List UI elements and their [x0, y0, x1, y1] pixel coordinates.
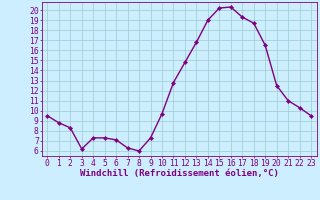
- X-axis label: Windchill (Refroidissement éolien,°C): Windchill (Refroidissement éolien,°C): [80, 169, 279, 178]
